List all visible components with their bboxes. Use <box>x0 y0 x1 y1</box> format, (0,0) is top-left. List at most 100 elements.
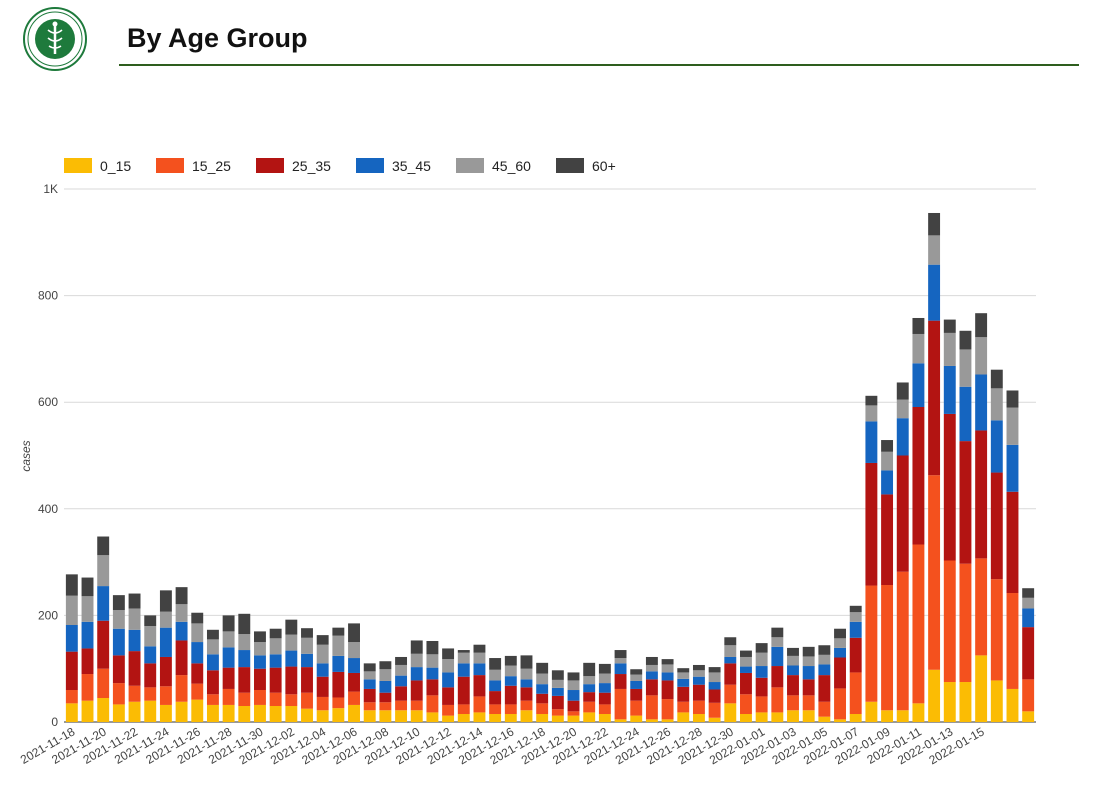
bar-segment-25_35 <box>1006 491 1019 594</box>
bar-segment-15_25 <box>473 696 486 713</box>
bar-segment-25_35 <box>975 430 988 559</box>
bar-segment-60plus <box>724 637 737 646</box>
bar-segment-60plus <box>175 587 188 605</box>
bar-segment-45_60 <box>254 642 266 656</box>
bar-segment-60plus <box>128 593 141 609</box>
bar-segment-35_45 <box>583 684 596 693</box>
bar-segment-45_60 <box>865 405 878 422</box>
bar-segment-35_45 <box>363 679 376 689</box>
bar-segment-15_25 <box>65 690 78 704</box>
bar-segment-0_15 <box>81 700 94 722</box>
bar-segment-60plus <box>489 658 502 670</box>
bar-segment-25_35 <box>583 692 596 702</box>
bar-segment-0_15 <box>896 710 909 722</box>
bar-segment-0_15 <box>363 710 376 722</box>
y-tick-label: 400 <box>38 502 58 516</box>
bar-segment-45_60 <box>457 652 470 664</box>
bar-segment-15_25 <box>881 585 894 711</box>
bar-segment-15_25 <box>254 690 266 705</box>
bar-segment-45_60 <box>896 399 909 419</box>
bar-segment-0_15 <box>348 704 360 722</box>
bar-segment-15_25 <box>912 544 925 704</box>
bar-segment-45_60 <box>614 658 627 664</box>
legend-swatch <box>456 158 484 173</box>
bar-segment-45_60 <box>787 655 799 666</box>
bar-segment-45_60 <box>881 451 894 471</box>
bar-segment-0_15 <box>65 703 78 722</box>
legend-swatch <box>356 158 384 173</box>
bar-segment-35_45 <box>348 658 360 673</box>
bar-segment-45_60 <box>332 635 345 656</box>
stacked-bar-chart: 0_15 15_25 25_35 35_45 45_60 60+ 0 200 400 600 80… <box>18 158 1036 767</box>
bar-segment-25_35 <box>426 679 439 696</box>
bar-segment-35_45 <box>175 621 188 641</box>
bar-segment-15_25 <box>128 685 141 702</box>
bar-segment-45_60 <box>395 664 408 676</box>
bar-segment-35_45 <box>787 665 799 676</box>
bar-segment-0_15 <box>755 712 768 722</box>
bar-segment-45_60 <box>489 669 502 681</box>
legend-label: 15_25 <box>192 158 231 174</box>
bar-segment-60plus <box>708 667 721 673</box>
bar-segment-35_45 <box>740 666 752 673</box>
bar-segment-25_35 <box>567 700 580 712</box>
bar-segment-25_35 <box>724 663 737 685</box>
bar-segment-0_15 <box>128 701 141 722</box>
bar-segment-35_45 <box>1006 444 1019 492</box>
bar-segment-0_15 <box>708 717 721 722</box>
bar-segment-15_25 <box>959 563 972 683</box>
bar-segment-0_15 <box>614 719 627 722</box>
bar-segment-45_60 <box>473 652 486 664</box>
bar-segment-0_15 <box>912 703 925 722</box>
bar-segment-35_45 <box>395 675 408 687</box>
bar-segment-25_35 <box>316 676 329 697</box>
bar-segment-35_45 <box>410 667 423 681</box>
bar-segment-45_60 <box>583 676 596 685</box>
bar-segment-60plus <box>301 628 313 638</box>
bar-segment-15_25 <box>990 579 1003 681</box>
bar-segment-35_45 <box>269 654 282 668</box>
bar-segment-0_15 <box>206 704 219 722</box>
bar-segment-0_15 <box>191 699 204 722</box>
bar-segment-15_25 <box>896 571 909 711</box>
bar-segment-35_45 <box>81 621 94 649</box>
bar-segment-35_45 <box>457 663 470 677</box>
bar-segment-25_35 <box>928 320 941 476</box>
bar-segment-45_60 <box>442 659 455 673</box>
bar-segment-45_60 <box>301 637 313 654</box>
bar-segment-45_60 <box>81 596 94 622</box>
bar-segment-0_15 <box>301 708 313 722</box>
bar-segment-60plus <box>1022 588 1035 598</box>
bar-segment-15_25 <box>175 675 188 702</box>
bar-segment-35_45 <box>645 671 658 680</box>
bar-segment-25_35 <box>551 695 564 710</box>
bar-segment-45_60 <box>818 654 831 665</box>
bar-segment-35_45 <box>567 690 580 701</box>
bar-segment-45_60 <box>943 332 956 366</box>
bar-segment-0_15 <box>943 682 956 722</box>
bar-segment-60plus <box>661 659 674 665</box>
bar-segment-15_25 <box>426 695 439 713</box>
bar-segment-0_15 <box>990 680 1003 722</box>
bar-segment-60plus <box>677 668 690 673</box>
bar-segment-45_60 <box>630 674 643 681</box>
bar-segment-45_60 <box>97 555 110 587</box>
bar-segment-0_15 <box>112 704 125 722</box>
bar-segment-60plus <box>65 574 78 596</box>
bar-segment-45_60 <box>661 664 674 673</box>
y-tick-label: 200 <box>38 608 58 622</box>
bar-segment-0_15 <box>238 706 251 722</box>
bar-segment-15_25 <box>395 700 408 711</box>
bar-segment-60plus <box>144 615 157 627</box>
bar-segment-15_25 <box>144 687 157 701</box>
bar-segment-25_35 <box>175 640 188 676</box>
bar-segment-0_15 <box>520 710 533 722</box>
bar-segment-15_25 <box>943 560 956 683</box>
bar-segment-25_35 <box>614 674 627 689</box>
bar-segment-0_15 <box>536 714 549 722</box>
bar-segment-35_45 <box>426 667 439 680</box>
bar-segment-45_60 <box>990 388 1003 421</box>
bar-segment-15_25 <box>630 700 643 716</box>
bar-segment-0_15 <box>379 710 392 722</box>
bar-segment-0_15 <box>175 701 188 722</box>
